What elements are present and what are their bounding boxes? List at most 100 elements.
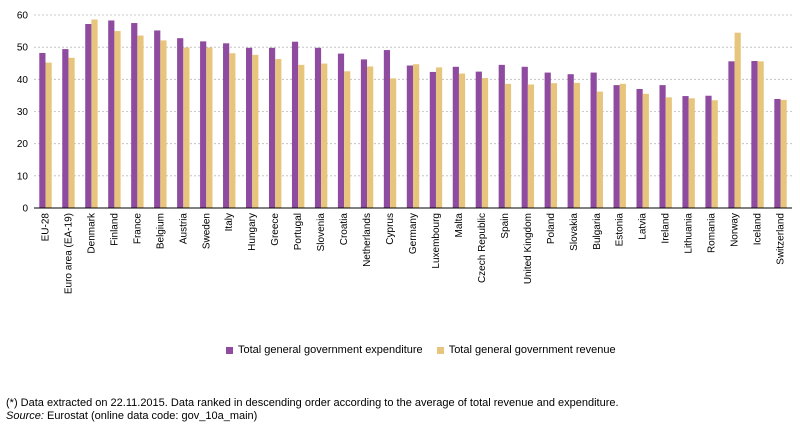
category-label: Austria bbox=[178, 213, 189, 245]
bar-expenditure bbox=[177, 38, 184, 208]
category-label: Czech Republic bbox=[477, 213, 488, 283]
bar-revenue bbox=[229, 53, 236, 208]
bar-revenue bbox=[160, 40, 167, 208]
bar-expenditure bbox=[154, 30, 161, 208]
bar-expenditure bbox=[429, 71, 436, 208]
legend-item-expenditure: Total general government expenditure bbox=[226, 344, 423, 356]
category-label: Euro area (EA-19) bbox=[63, 213, 74, 294]
bar-revenue bbox=[321, 63, 328, 208]
category-label: Greece bbox=[270, 213, 281, 246]
legend-swatch-expenditure bbox=[226, 346, 233, 354]
category-label: Belgium bbox=[155, 213, 166, 249]
bar-revenue bbox=[504, 83, 512, 208]
category-label: Latvia bbox=[638, 213, 649, 240]
category-label: Italy bbox=[224, 213, 235, 231]
source-text: Eurostat (online data code: gov_10a_main… bbox=[43, 410, 258, 422]
bar-expenditure bbox=[452, 66, 459, 208]
bar-expenditure bbox=[705, 95, 712, 208]
bar-expenditure bbox=[314, 47, 322, 209]
bar-expenditure bbox=[636, 88, 643, 208]
legend-swatch-revenue bbox=[436, 346, 444, 354]
bar-revenue bbox=[344, 71, 351, 209]
category-label: Slovakia bbox=[569, 213, 580, 251]
legend-label-revenue: Total general government revenue bbox=[448, 344, 616, 356]
source-label: Source: bbox=[6, 410, 44, 422]
category-label: Poland bbox=[546, 213, 557, 244]
category-label: Ireland bbox=[661, 213, 672, 244]
legend: Total general government expenditure Tot… bbox=[226, 344, 616, 356]
bar-revenue bbox=[206, 47, 213, 208]
category-label: Romania bbox=[707, 213, 718, 253]
bar-revenue bbox=[665, 97, 672, 208]
bar-revenue bbox=[91, 19, 98, 209]
bar-expenditure bbox=[521, 66, 528, 208]
category-label: Bulgaria bbox=[592, 213, 603, 250]
bar-expenditure bbox=[728, 61, 735, 208]
category-label: France bbox=[132, 213, 143, 245]
bar-expenditure bbox=[85, 24, 92, 208]
bar-revenue bbox=[275, 59, 282, 209]
bar-revenue bbox=[757, 61, 764, 208]
bar-revenue bbox=[619, 83, 626, 208]
bar-expenditure bbox=[337, 53, 345, 208]
y-tick-label: 0 bbox=[22, 204, 28, 215]
bar-revenue bbox=[68, 57, 75, 209]
bar-revenue bbox=[390, 78, 397, 208]
y-tick-label: 20 bbox=[17, 139, 29, 150]
bar-revenue bbox=[573, 82, 580, 208]
bar-revenue bbox=[550, 83, 558, 208]
category-label: Sweden bbox=[201, 213, 212, 249]
bar-expenditure bbox=[62, 49, 69, 209]
bar-expenditure bbox=[360, 59, 368, 208]
bar-revenue bbox=[711, 100, 718, 208]
bar-revenue bbox=[114, 31, 121, 209]
footnote-source: Source: Eurostat (online data code: gov_… bbox=[6, 410, 619, 423]
bar-expenditure bbox=[39, 52, 46, 208]
category-label: Spain bbox=[500, 213, 511, 239]
bar-expenditure bbox=[475, 71, 482, 208]
legend-label-expenditure: Total general government expenditure bbox=[238, 344, 423, 356]
bar-revenue bbox=[435, 67, 443, 208]
category-label: Luxembourg bbox=[431, 213, 442, 269]
category-label: Hungary bbox=[247, 213, 258, 251]
bar-expenditure bbox=[659, 85, 666, 208]
bar-expenditure bbox=[567, 74, 574, 208]
y-axis: 0 10 20 30 40 50 60 bbox=[17, 11, 29, 215]
legend-item-revenue: Total general government revenue bbox=[436, 344, 616, 356]
bar-revenue bbox=[45, 62, 52, 209]
bar-expenditure bbox=[590, 72, 597, 208]
y-tick-label: 30 bbox=[17, 107, 29, 118]
bars bbox=[39, 19, 787, 209]
bar-expenditure bbox=[223, 43, 230, 208]
bar-revenue bbox=[458, 73, 466, 208]
category-label: Denmark bbox=[86, 212, 97, 254]
bar-chart: 0 10 20 30 40 50 60 EU-28 Euro area (EA-19) Denm… bbox=[17, 11, 792, 294]
bar-expenditure bbox=[613, 85, 620, 208]
bar-expenditure bbox=[682, 96, 689, 208]
y-tick-label: 50 bbox=[17, 43, 29, 54]
bar-revenue bbox=[780, 99, 787, 208]
category-label: Cyprus bbox=[385, 213, 396, 245]
category-label: EU-28 bbox=[40, 213, 51, 242]
category-label: Lithuania bbox=[684, 213, 695, 254]
bar-expenditure bbox=[498, 64, 505, 208]
bar-revenue bbox=[642, 93, 649, 208]
bar-expenditure bbox=[751, 60, 758, 208]
category-label: Croatia bbox=[339, 213, 350, 246]
bar-revenue bbox=[252, 54, 259, 209]
bar-revenue bbox=[481, 78, 489, 209]
x-axis: EU-28 Euro area (EA-19) Denmark Finland Fran… bbox=[34, 207, 792, 294]
y-tick-label: 60 bbox=[17, 11, 29, 22]
y-tick-label: 40 bbox=[17, 75, 29, 86]
bar-expenditure bbox=[544, 72, 551, 208]
category-label: Malta bbox=[454, 213, 465, 238]
footnote: (*) Data extracted on 22.11.2015. Data r… bbox=[6, 397, 619, 423]
bar-expenditure bbox=[291, 41, 299, 208]
bar-revenue bbox=[413, 64, 420, 208]
category-label: Germany bbox=[408, 213, 419, 254]
category-label: United Kingdom bbox=[523, 213, 534, 284]
bar-revenue bbox=[688, 98, 695, 208]
category-label: Switzerland bbox=[776, 213, 787, 265]
bar-expenditure bbox=[246, 47, 253, 209]
bar-expenditure bbox=[131, 23, 138, 208]
